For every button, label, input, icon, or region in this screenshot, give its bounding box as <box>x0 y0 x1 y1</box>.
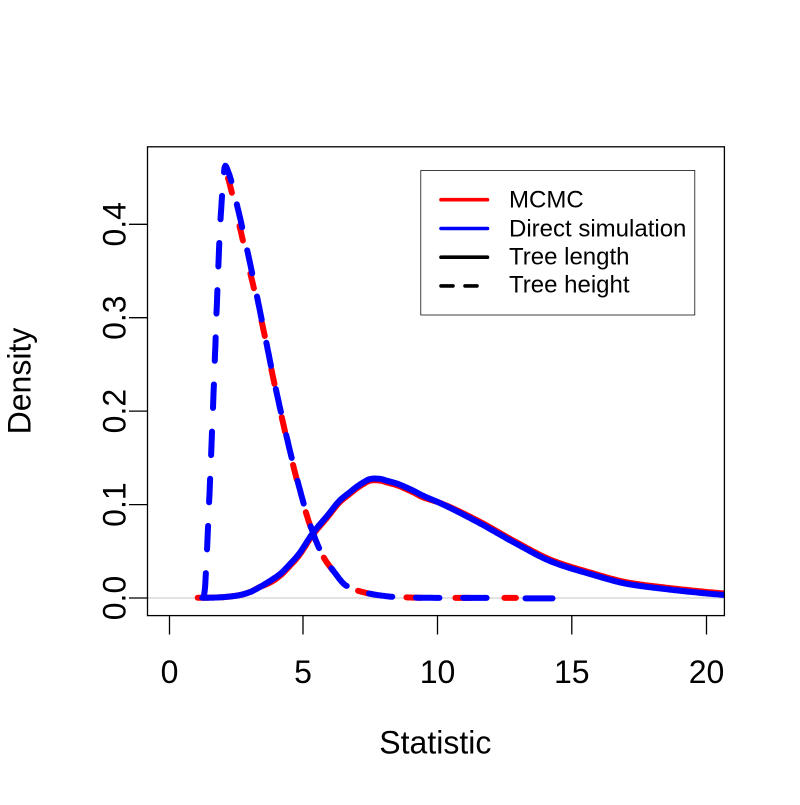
svg-text:15: 15 <box>554 654 590 690</box>
svg-text:5: 5 <box>294 654 312 690</box>
svg-text:Tree height: Tree height <box>509 272 630 299</box>
svg-text:Density: Density <box>2 328 38 435</box>
svg-text:0.4: 0.4 <box>97 202 133 246</box>
svg-text:0.0: 0.0 <box>97 576 133 620</box>
svg-text:0.2: 0.2 <box>97 389 133 433</box>
svg-text:10: 10 <box>420 654 456 690</box>
svg-text:MCMC: MCMC <box>509 187 584 214</box>
svg-text:20: 20 <box>689 654 725 690</box>
svg-text:0.1: 0.1 <box>97 482 133 526</box>
svg-text:Tree length: Tree length <box>509 243 630 270</box>
svg-text:Statistic: Statistic <box>379 725 491 761</box>
svg-text:0: 0 <box>161 654 179 690</box>
svg-text:Direct simulation: Direct simulation <box>509 215 686 242</box>
svg-text:0.3: 0.3 <box>97 295 133 339</box>
